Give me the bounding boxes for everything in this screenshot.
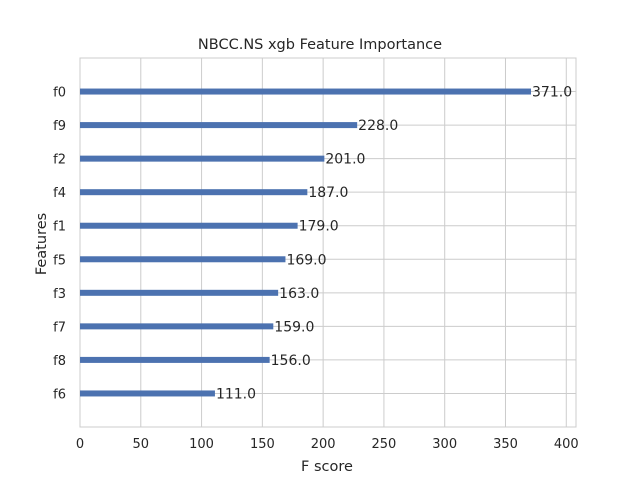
value-label-f7: 159.0 — [274, 319, 314, 335]
value-label-f6: 111.0 — [216, 386, 256, 402]
y-tick-label-f9: f9 — [53, 119, 66, 134]
x-axis-ticks: 0 50 100 150 200 250 300 350 400 — [76, 437, 579, 452]
plot-frame — [79, 57, 577, 428]
value-label-f9: 228.0 — [358, 118, 398, 134]
bar-f8 — [80, 356, 270, 363]
y-tick-label-f0: f0 — [53, 86, 66, 101]
y-axis-ticks: f0 f9 f2 f4 f1 f5 f3 f7 f8 f6 — [53, 86, 66, 403]
x-tick-label: 100 — [189, 437, 214, 452]
chart-title: NBCC.NS xgb Feature Importance — [198, 37, 442, 53]
y-axis-label: Features — [34, 213, 50, 275]
bar-f4 — [80, 189, 308, 196]
x-axis-label: F score — [301, 459, 353, 475]
x-tick-label: 350 — [493, 437, 518, 452]
x-tick-label: 300 — [432, 437, 457, 452]
x-tick-label: 50 — [133, 437, 150, 452]
y-tick-label-f8: f8 — [53, 354, 66, 369]
bar-f9 — [80, 122, 358, 129]
plot-area — [79, 57, 577, 428]
bar-f1 — [80, 222, 298, 229]
y-tick-label-f4: f4 — [53, 186, 66, 201]
y-tick-label-f5: f5 — [53, 253, 66, 268]
x-tick-label: 400 — [554, 437, 579, 452]
value-label-f5: 169.0 — [286, 252, 326, 268]
bar-f3 — [80, 289, 279, 296]
x-tick-label: 250 — [372, 437, 397, 452]
y-tick-label-f2: f2 — [53, 153, 66, 168]
bars — [80, 88, 532, 397]
bar-f7 — [80, 323, 274, 330]
bar-f5 — [80, 256, 286, 263]
y-tick-label-f6: f6 — [53, 387, 66, 402]
value-label-f4: 187.0 — [308, 185, 348, 201]
value-label-f0: 371.0 — [532, 85, 572, 101]
x-tick-label: 150 — [250, 437, 275, 452]
x-tick-label: 200 — [311, 437, 336, 452]
x-tick-label: 0 — [76, 437, 84, 452]
bar-f2 — [80, 155, 325, 162]
value-label-f2: 201.0 — [325, 152, 365, 168]
y-tick-label-f3: f3 — [53, 287, 66, 302]
value-label-f8: 156.0 — [271, 353, 311, 369]
y-tick-label-f1: f1 — [53, 220, 66, 235]
bar-f6 — [80, 390, 215, 397]
value-labels: 371.0 228.0 201.0 187.0 179.0 169.0 163.0 159.0… — [216, 85, 572, 403]
bar-f0 — [80, 88, 532, 95]
y-tick-label-f7: f7 — [53, 320, 66, 335]
value-label-f1: 179.0 — [299, 219, 339, 235]
value-label-f3: 163.0 — [279, 286, 319, 302]
